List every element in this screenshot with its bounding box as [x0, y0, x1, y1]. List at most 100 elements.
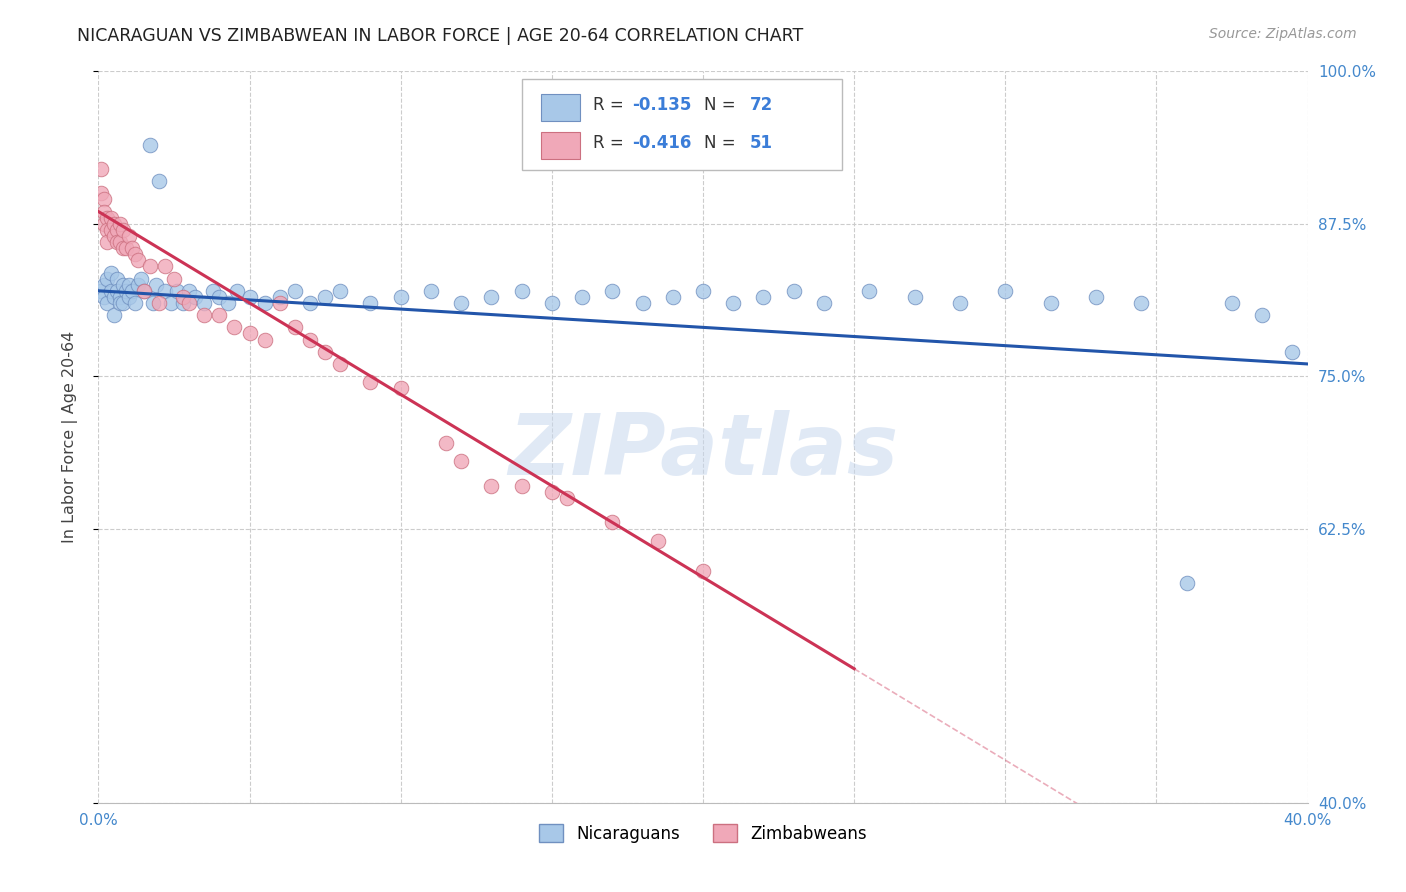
Point: [224, 320, 246, 334]
Point: [253, 333, 276, 347]
Point: [148, 174, 170, 188]
Point: [103, 217, 125, 231]
Point: [481, 479, 503, 493]
Point: [360, 376, 382, 390]
Point: [118, 290, 141, 304]
Point: [127, 253, 149, 268]
Point: [602, 284, 624, 298]
Point: [602, 516, 624, 530]
Point: [108, 217, 131, 231]
Point: [284, 320, 307, 334]
Point: [208, 290, 231, 304]
Text: NICARAGUAN VS ZIMBABWEAN IN LABOR FORCE | AGE 20-64 CORRELATION CHART: NICARAGUAN VS ZIMBABWEAN IN LABOR FORCE …: [77, 27, 804, 45]
Point: [90, 186, 112, 201]
Text: ZIPatlas: ZIPatlas: [508, 410, 898, 493]
Point: [813, 296, 835, 310]
Point: [90, 161, 112, 176]
Point: [96, 223, 118, 237]
Point: [100, 211, 122, 225]
FancyBboxPatch shape: [541, 94, 579, 121]
Point: [105, 284, 128, 298]
Text: -0.416: -0.416: [631, 134, 690, 152]
Point: [692, 284, 714, 298]
Point: [692, 564, 714, 578]
Point: [105, 271, 128, 285]
Point: [239, 290, 262, 304]
Point: [118, 277, 141, 292]
Point: [1039, 296, 1062, 310]
Y-axis label: In Labor Force | Age 20-64: In Labor Force | Age 20-64: [62, 331, 77, 543]
FancyBboxPatch shape: [522, 78, 842, 170]
Point: [193, 296, 215, 310]
Point: [111, 241, 134, 255]
Point: [148, 296, 170, 310]
Point: [858, 284, 880, 298]
Point: [114, 241, 136, 255]
Text: R =: R =: [593, 96, 628, 114]
Point: [93, 290, 115, 304]
Point: [96, 235, 118, 249]
Point: [481, 290, 503, 304]
Point: [299, 333, 322, 347]
Point: [202, 284, 225, 298]
Point: [269, 290, 291, 304]
Point: [163, 271, 186, 285]
Point: [661, 290, 683, 304]
Point: [121, 241, 143, 255]
Point: [153, 284, 176, 298]
Point: [540, 484, 562, 499]
Point: [103, 228, 125, 243]
Point: [103, 308, 125, 322]
Point: [114, 284, 136, 298]
Point: [314, 344, 336, 359]
Point: [172, 290, 194, 304]
Point: [1220, 296, 1243, 310]
Point: [752, 290, 775, 304]
Point: [127, 277, 149, 292]
Point: [949, 296, 972, 310]
Point: [96, 296, 118, 310]
Point: [111, 277, 134, 292]
Point: [93, 192, 115, 206]
Point: [208, 308, 231, 322]
Point: [193, 308, 215, 322]
Point: [121, 284, 143, 298]
Point: [631, 296, 654, 310]
Point: [90, 284, 112, 298]
Legend: Nicaraguans, Zimbabweans: Nicaraguans, Zimbabweans: [533, 818, 873, 849]
Point: [904, 290, 927, 304]
Point: [994, 284, 1017, 298]
Point: [111, 223, 134, 237]
Point: [129, 271, 152, 285]
Point: [284, 284, 307, 298]
Text: 72: 72: [751, 96, 773, 114]
Point: [160, 296, 183, 310]
Point: [510, 284, 533, 298]
Point: [142, 296, 165, 310]
Point: [100, 223, 122, 237]
Point: [118, 228, 141, 243]
Point: [299, 296, 322, 310]
Text: N =: N =: [704, 96, 741, 114]
Point: [1251, 308, 1274, 322]
Point: [145, 277, 167, 292]
Text: 51: 51: [751, 134, 773, 152]
Text: R =: R =: [593, 134, 628, 152]
Point: [434, 436, 457, 450]
Text: Source: ZipAtlas.com: Source: ZipAtlas.com: [1209, 27, 1357, 41]
Point: [389, 381, 412, 395]
Point: [124, 247, 146, 261]
Point: [217, 296, 239, 310]
Point: [329, 284, 352, 298]
Point: [389, 290, 412, 304]
Point: [239, 326, 262, 341]
Point: [124, 296, 146, 310]
Point: [93, 204, 115, 219]
Point: [139, 137, 162, 152]
Point: [93, 217, 115, 231]
Point: [226, 284, 249, 298]
Point: [571, 290, 593, 304]
Point: [153, 260, 176, 274]
Point: [100, 266, 122, 280]
Point: [179, 296, 201, 310]
